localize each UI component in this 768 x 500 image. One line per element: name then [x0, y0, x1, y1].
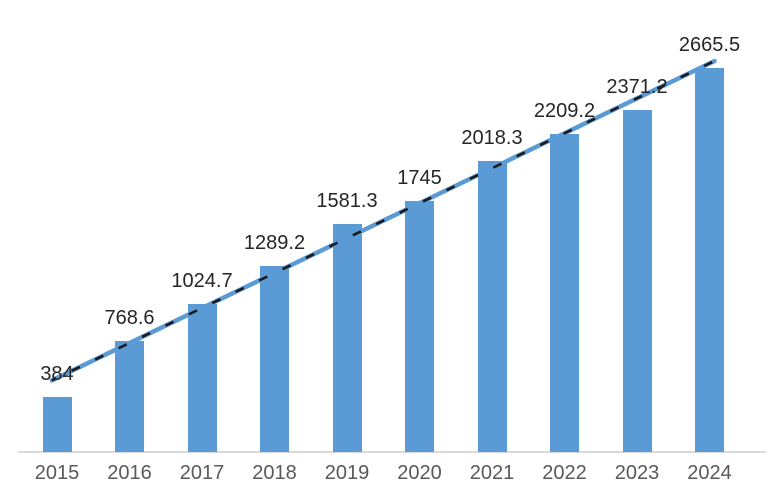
bar-2024	[695, 68, 724, 452]
bar-2016	[115, 341, 144, 452]
value-label-2015: 384	[40, 362, 74, 385]
bar-2017	[187, 304, 217, 452]
bar-2022	[550, 133, 579, 452]
x-axis-label-2020: 2020	[397, 462, 442, 484]
bar-2020	[405, 200, 434, 452]
x-axis-label-2022: 2022	[542, 462, 587, 484]
bar-2021	[477, 161, 507, 452]
value-label-2020: 1745	[397, 166, 442, 189]
x-axis-label-2024: 2024	[687, 462, 732, 484]
value-label-2016: 768.6	[104, 307, 155, 330]
x-axis-label-2021: 2021	[469, 462, 515, 484]
x-axis-line	[18, 451, 766, 453]
x-axis-label-2015: 2015	[34, 462, 80, 484]
bar-2018	[260, 266, 289, 452]
x-axis-label-2017: 2017	[179, 462, 225, 484]
bar-2019	[332, 224, 362, 452]
value-label-2024: 2665.5	[678, 34, 741, 56]
x-axis-label-2018: 2018	[252, 462, 297, 484]
value-label-2022: 2209.2	[533, 99, 596, 122]
x-axis-label-2016: 2016	[107, 462, 152, 484]
value-label-2017: 1024.7	[171, 270, 233, 293]
value-label-2021: 2018.3	[461, 127, 523, 150]
bar-2015	[42, 396, 72, 452]
bar-2023	[622, 110, 652, 452]
value-label-2019: 1581.3	[316, 190, 378, 213]
x-axis-label-2023: 2023	[614, 462, 660, 484]
x-axis-label-2019: 2019	[324, 462, 370, 484]
value-label-2023: 2371.2	[606, 76, 668, 99]
value-label-2018: 1289.2	[243, 232, 306, 255]
